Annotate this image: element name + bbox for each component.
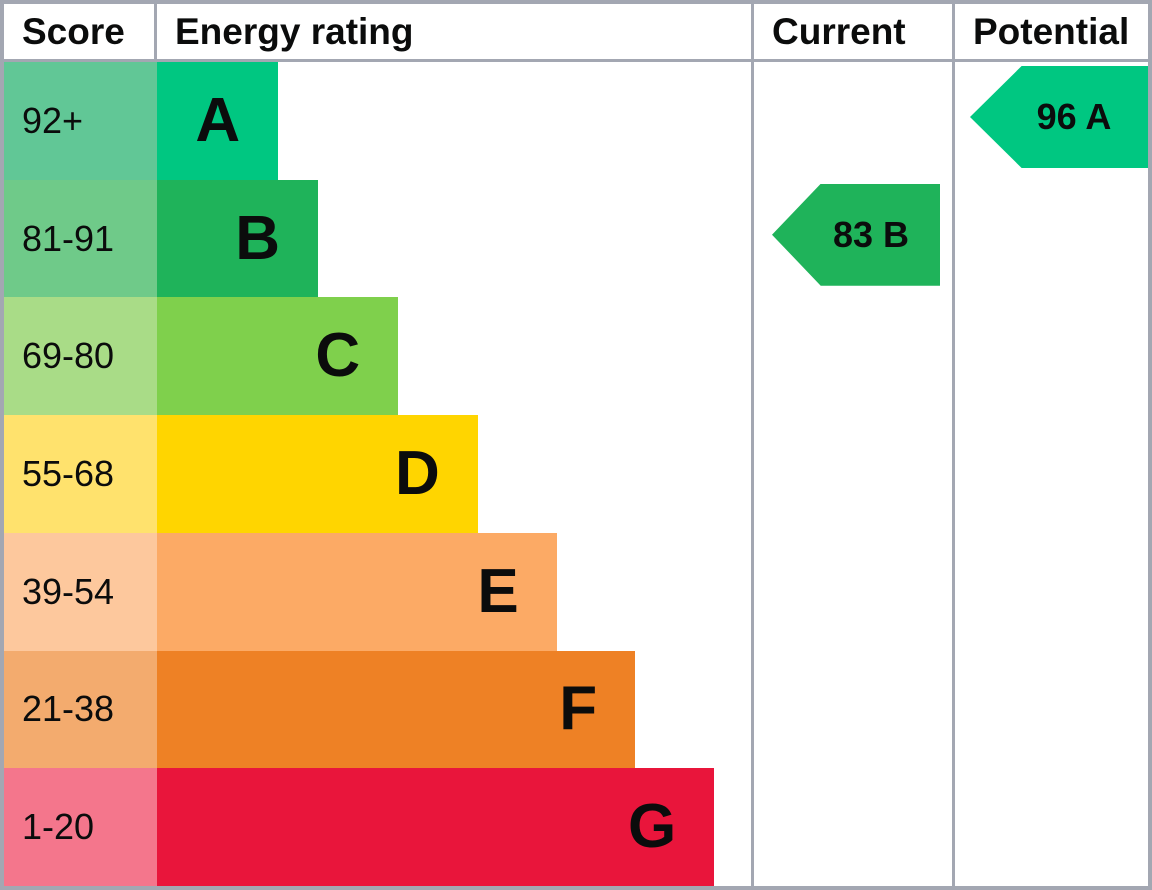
band-bar-b: B (157, 179, 318, 298)
score-range-g: 1-20 (4, 768, 157, 886)
band-row-g: G (157, 768, 751, 886)
current-cell-f (751, 650, 952, 769)
band-row-e: E (157, 532, 751, 651)
band-bar-c: C (157, 297, 399, 416)
current-rating-label: 83 B (832, 213, 910, 255)
header-potential: Potential (952, 4, 1148, 62)
band-bar-e: E (157, 532, 557, 651)
potential-cell-e (952, 532, 1148, 651)
header-score: Score (4, 4, 157, 62)
header-energy-rating: Energy rating (157, 4, 751, 62)
score-range-e: 39-54 (4, 532, 157, 651)
score-range-a: 92+ (4, 62, 157, 180)
current-cell-a (751, 62, 952, 180)
current-cell-b: 83 B (751, 179, 952, 298)
potential-cell-a: 96 A (952, 62, 1148, 180)
header-current: Current (751, 4, 952, 62)
band-row-f: F (157, 650, 751, 769)
band-letter-b: B (235, 203, 280, 273)
band-letter-e: E (477, 556, 519, 626)
band-letter-d: D (394, 438, 440, 508)
band-row-c: C (157, 297, 751, 416)
potential-rating-label: 96 A (1036, 96, 1112, 137)
score-range-c: 69-80 (4, 297, 157, 416)
current-cell-c (751, 297, 952, 416)
score-range-f: 21-38 (4, 650, 157, 769)
potential-cell-f (952, 650, 1148, 769)
band-letter-g: G (627, 792, 677, 862)
potential-cell-d (952, 415, 1148, 533)
band-letter-c: C (315, 321, 361, 391)
current-cell-d (751, 415, 952, 533)
potential-cell-b (952, 179, 1148, 298)
band-row-b: B (157, 179, 751, 298)
score-range-b: 81-91 (4, 179, 157, 298)
potential-rating-arrow: 96 A (970, 66, 1148, 168)
band-row-a: A (157, 62, 751, 180)
band-bar-g: G (157, 768, 715, 886)
current-cell-e (751, 532, 952, 651)
current-cell-g (751, 768, 952, 886)
band-row-d: D (157, 415, 751, 533)
potential-cell-c (952, 297, 1148, 416)
band-letter-a: A (195, 85, 241, 155)
potential-cell-g (952, 768, 1148, 886)
current-rating-arrow: 83 B (772, 183, 940, 286)
band-bar-a: A (157, 62, 279, 180)
band-bar-f: F (157, 650, 636, 769)
band-bar-d: D (157, 415, 478, 533)
band-letter-f: F (559, 674, 598, 744)
score-range-d: 55-68 (4, 415, 157, 533)
